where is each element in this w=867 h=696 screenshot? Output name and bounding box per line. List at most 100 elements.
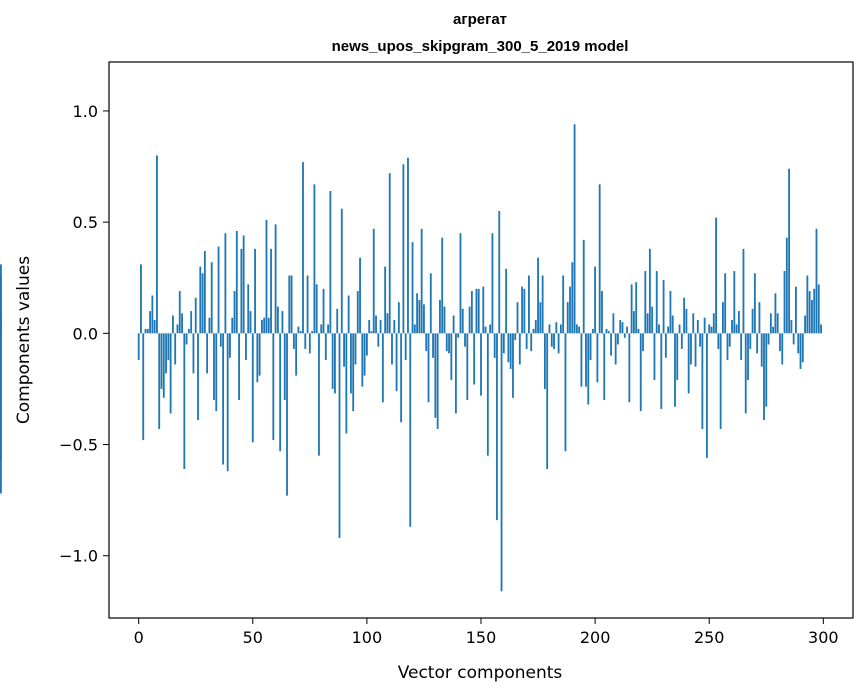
x-tick-label: 0 (134, 628, 144, 647)
bar-21 (185, 333, 188, 345)
bar-172 (530, 333, 533, 352)
bar-10 (160, 333, 163, 389)
bar-175 (537, 257, 539, 334)
bar-188 (566, 302, 569, 334)
bar-undefined (0, 264, 2, 334)
bar-166 (516, 302, 519, 334)
bar-89 (340, 208, 343, 334)
bar-257 (724, 273, 727, 334)
bar-undefined (0, 333, 2, 461)
bar-265 (742, 248, 745, 334)
bar-187 (564, 333, 567, 452)
bar-239 (683, 297, 686, 334)
bar-5 (149, 311, 151, 334)
bar-214 (626, 326, 628, 334)
bar-109 (386, 313, 389, 334)
bar-119 (409, 333, 412, 527)
bar-281 (779, 333, 781, 352)
bar-78 (315, 284, 318, 334)
bar-75 (308, 333, 311, 354)
bar-248 (703, 317, 706, 334)
bar-134 (443, 306, 446, 334)
bar-52 (256, 333, 259, 383)
bar-28 (201, 273, 204, 334)
bar-155 (491, 233, 494, 334)
bar-85 (331, 333, 334, 389)
bar-269 (751, 308, 754, 334)
x-axis-ticks: 0 50 100 150 200 250 300 (134, 618, 839, 647)
bar-183 (555, 322, 558, 334)
bar-180 (548, 324, 551, 334)
bar-224 (648, 248, 651, 334)
bar-271 (756, 333, 759, 354)
bar-26 (197, 333, 199, 421)
y-tick-label: −0.5 (59, 436, 98, 455)
x-tick-label: 300 (808, 628, 839, 647)
bar-256 (722, 302, 724, 334)
bar-282 (781, 333, 784, 365)
bar-96 (356, 291, 359, 334)
bar-222 (644, 271, 647, 334)
bar-217 (633, 311, 635, 334)
bar-181 (550, 333, 553, 347)
bar-12 (165, 333, 167, 374)
bar-264 (740, 333, 743, 361)
bar-24 (192, 333, 195, 374)
bar-174 (534, 319, 537, 334)
bar-200 (594, 266, 597, 334)
bar-195 (582, 239, 585, 334)
bar-34 (215, 333, 218, 412)
bar-242 (690, 333, 692, 365)
bar-237 (678, 324, 681, 334)
bar-184 (557, 333, 560, 354)
bar-229 (660, 333, 663, 409)
bar-286 (790, 319, 793, 334)
bar-208 (612, 313, 615, 334)
x-tick-label: 100 (352, 628, 383, 647)
bar-170 (525, 333, 528, 349)
bar-142 (461, 308, 464, 334)
bar-106 (379, 319, 382, 334)
bar-145 (468, 306, 471, 334)
bar-36 (219, 333, 222, 347)
bar-249 (706, 333, 708, 458)
bar-291 (801, 333, 804, 363)
bar-209 (614, 333, 617, 365)
bar-9 (158, 333, 161, 429)
bar-68 (292, 333, 295, 349)
bar-107 (381, 333, 384, 403)
bar-152 (484, 326, 487, 334)
y-tick-label: 1.0 (73, 102, 98, 121)
bar-124 (420, 228, 423, 334)
bar-72 (302, 162, 304, 334)
bar-199 (591, 328, 594, 334)
x-tick-label: 200 (580, 628, 611, 647)
bar-294 (808, 291, 811, 334)
x-axis-label: Vector components (398, 663, 563, 683)
bar-32 (210, 262, 213, 334)
bar-30 (206, 333, 209, 374)
bar-238 (680, 333, 683, 349)
bar-63 (281, 311, 284, 334)
bar-251 (710, 326, 713, 334)
bar-182 (553, 333, 555, 349)
bar-235 (674, 333, 676, 407)
bar-43 (235, 231, 238, 334)
bar-20 (183, 333, 186, 469)
bar-196 (585, 333, 587, 387)
bar-66 (288, 275, 291, 334)
bar-120 (411, 242, 414, 334)
bar-84 (329, 190, 332, 334)
bar-133 (441, 237, 444, 334)
bar-2 (142, 333, 145, 441)
bar-177 (541, 275, 544, 334)
bar-90 (343, 333, 345, 367)
bar-194 (580, 333, 583, 387)
bar-8 (156, 155, 158, 334)
bar-1 (140, 264, 142, 334)
bar-158 (498, 211, 501, 334)
bar-131 (436, 333, 439, 429)
y-tick-label: 0.0 (73, 324, 98, 343)
bar-198 (589, 333, 592, 361)
bar-260 (731, 319, 733, 334)
